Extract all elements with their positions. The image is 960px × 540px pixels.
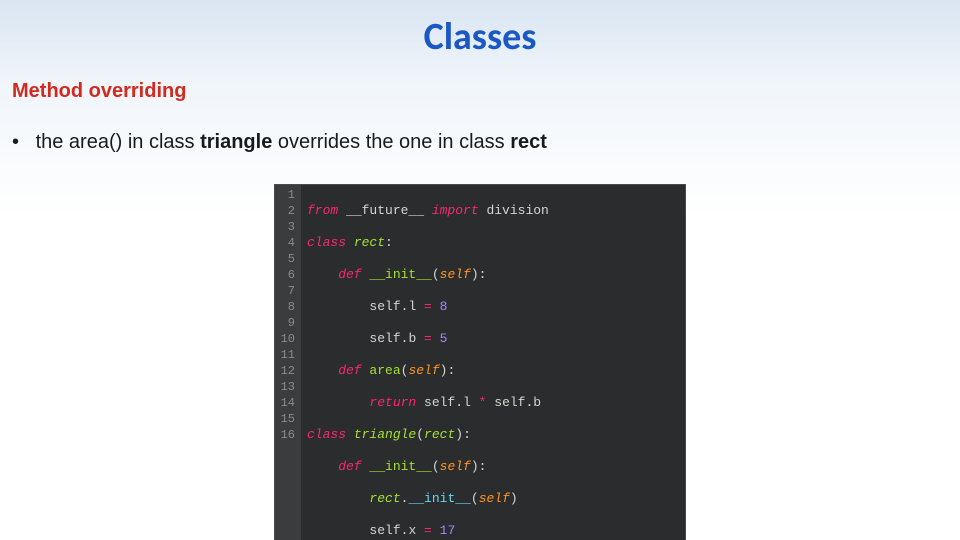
code-line-11: self.x = 17: [307, 523, 619, 539]
bullet-dot: •: [12, 131, 30, 154]
code-editor: 12345678910111213141516 from __future__ …: [274, 184, 686, 540]
code-line-8: class triangle(rect):: [307, 427, 619, 443]
slide-title: Classes: [0, 0, 960, 60]
code-line-3: def __init__(self):: [307, 267, 619, 283]
line-number: 6: [279, 267, 295, 283]
slide: { "title": "Classes", "subtitle": "Metho…: [0, 0, 960, 540]
line-number: 2: [279, 203, 295, 219]
line-number: 10: [279, 331, 295, 347]
line-number: 1: [279, 187, 295, 203]
code-line-2: class rect:: [307, 235, 619, 251]
code-block: 12345678910111213141516 from __future__ …: [274, 184, 686, 540]
code-line-9: def __init__(self):: [307, 459, 619, 475]
line-number: 4: [279, 235, 295, 251]
bullet-item: • the area() in class triangle overrides…: [12, 131, 960, 154]
code-line-7: return self.l * self.b: [307, 395, 619, 411]
line-number: 9: [279, 315, 295, 331]
code-lines: from __future__ import division class re…: [301, 185, 627, 540]
code-line-6: def area(self):: [307, 363, 619, 379]
line-number: 7: [279, 283, 295, 299]
code-line-4: self.l = 8: [307, 299, 619, 315]
line-number: 3: [279, 219, 295, 235]
bullet-text-2: overrides the one in class: [272, 131, 510, 153]
line-number: 13: [279, 379, 295, 395]
code-line-10: rect.__init__(self): [307, 491, 619, 507]
line-number: 8: [279, 299, 295, 315]
bullet-bold-2: rect: [510, 131, 547, 153]
line-number: 14: [279, 395, 295, 411]
code-line-5: self.b = 5: [307, 331, 619, 347]
line-number: 15: [279, 411, 295, 427]
bullet-text-1: the area() in class: [36, 131, 201, 153]
line-number: 16: [279, 427, 295, 443]
bullet-bold-1: triangle: [200, 131, 272, 153]
line-number: 11: [279, 347, 295, 363]
line-number-gutter: 12345678910111213141516: [275, 185, 301, 540]
code-line-1: from __future__ import division: [307, 203, 619, 219]
line-number: 5: [279, 251, 295, 267]
line-number: 12: [279, 363, 295, 379]
section-heading: Method overriding: [12, 80, 960, 103]
